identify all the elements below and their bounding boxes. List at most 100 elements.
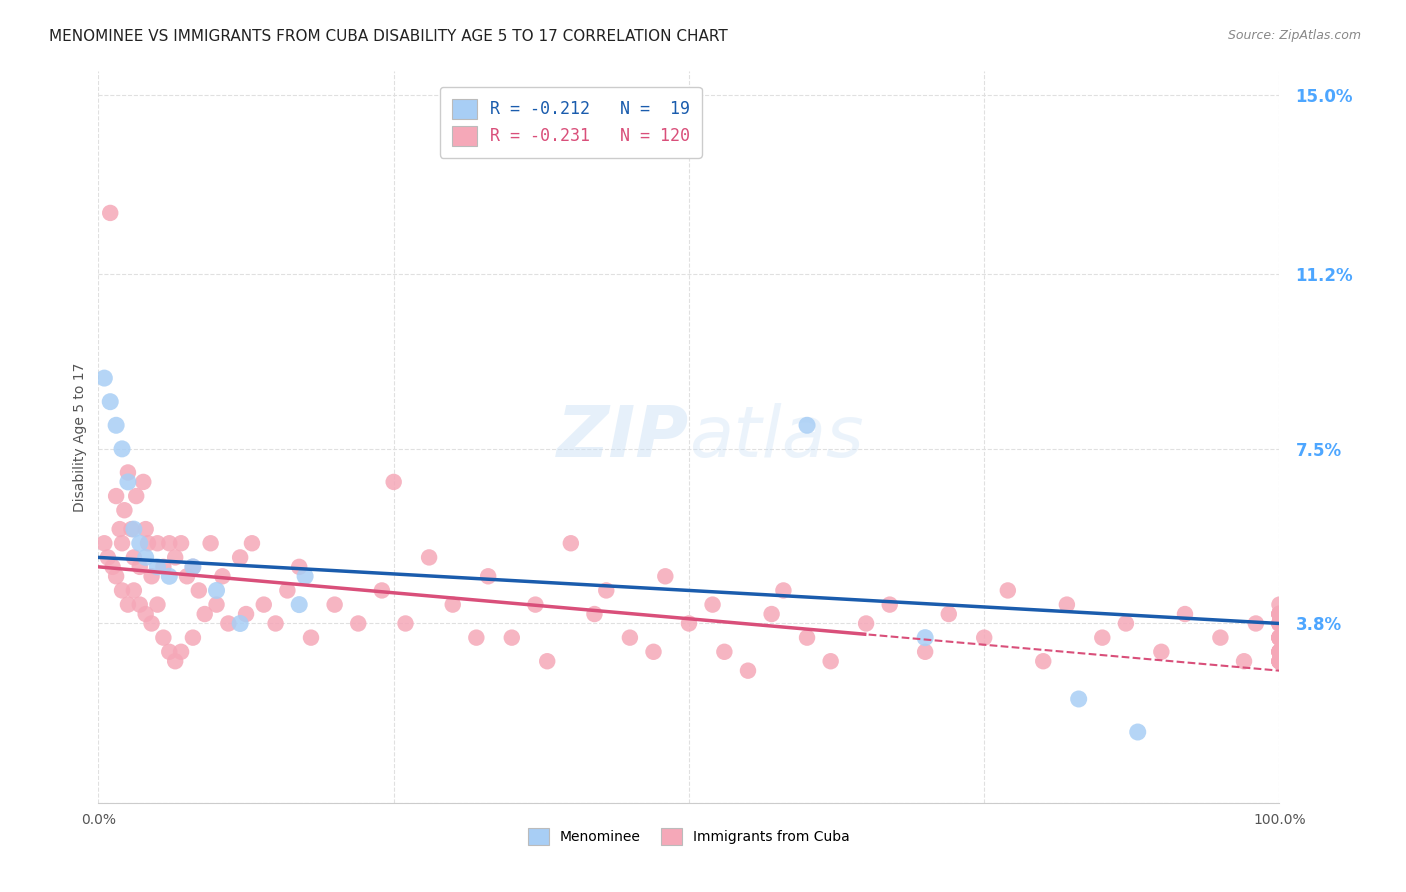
Point — [702, 598, 724, 612]
Point — [128, 559, 150, 574]
Point — [101, 559, 124, 574]
Point — [176, 569, 198, 583]
Point — [418, 550, 440, 565]
Point — [997, 583, 1019, 598]
Point — [93, 371, 115, 385]
Point — [93, 536, 115, 550]
Point — [105, 489, 128, 503]
Point — [654, 569, 676, 583]
Point — [796, 418, 818, 433]
Point — [501, 631, 523, 645]
Legend: Menominee, Immigrants from Cuba: Menominee, Immigrants from Cuba — [522, 822, 856, 851]
Point — [1268, 645, 1291, 659]
Point — [128, 536, 150, 550]
Point — [1268, 607, 1291, 621]
Point — [1056, 598, 1078, 612]
Point — [1268, 654, 1291, 668]
Point — [122, 550, 145, 565]
Point — [264, 616, 287, 631]
Point — [1268, 631, 1291, 645]
Point — [1244, 616, 1267, 631]
Point — [157, 645, 180, 659]
Point — [1268, 616, 1291, 631]
Text: ZIP: ZIP — [557, 402, 689, 472]
Point — [194, 607, 217, 621]
Point — [211, 569, 233, 583]
Point — [678, 616, 700, 631]
Point — [371, 583, 394, 598]
Point — [122, 522, 145, 536]
Point — [1126, 725, 1149, 739]
Point — [146, 598, 169, 612]
Point — [157, 536, 180, 550]
Point — [229, 550, 252, 565]
Point — [117, 466, 139, 480]
Y-axis label: Disability Age 5 to 17: Disability Age 5 to 17 — [73, 362, 87, 512]
Point — [181, 631, 204, 645]
Point — [135, 607, 157, 621]
Point — [595, 583, 617, 598]
Point — [914, 631, 936, 645]
Point — [879, 598, 901, 612]
Text: MENOMINEE VS IMMIGRANTS FROM CUBA DISABILITY AGE 5 TO 17 CORRELATION CHART: MENOMINEE VS IMMIGRANTS FROM CUBA DISABI… — [49, 29, 728, 45]
Point — [253, 598, 276, 612]
Point — [737, 664, 759, 678]
Point — [1268, 616, 1291, 631]
Point — [1268, 607, 1291, 621]
Point — [1268, 616, 1291, 631]
Point — [1268, 654, 1291, 668]
Point — [132, 475, 155, 489]
Point — [796, 631, 818, 645]
Point — [288, 598, 311, 612]
Point — [973, 631, 995, 645]
Point — [112, 503, 135, 517]
Point — [200, 536, 222, 550]
Text: atlas: atlas — [689, 402, 863, 472]
Point — [288, 559, 311, 574]
Point — [141, 616, 163, 631]
Point — [713, 645, 735, 659]
Point — [1032, 654, 1054, 668]
Point — [146, 559, 169, 574]
Point — [170, 645, 193, 659]
Point — [347, 616, 370, 631]
Point — [382, 475, 405, 489]
Point — [394, 616, 416, 631]
Point — [294, 569, 316, 583]
Point — [1268, 631, 1291, 645]
Point — [1091, 631, 1114, 645]
Point — [98, 394, 121, 409]
Point — [97, 550, 120, 565]
Point — [1067, 692, 1090, 706]
Point — [536, 654, 558, 668]
Point — [477, 569, 499, 583]
Point — [111, 536, 134, 550]
Point — [643, 645, 665, 659]
Point — [1268, 616, 1291, 631]
Point — [105, 569, 128, 583]
Point — [117, 475, 139, 489]
Point — [560, 536, 582, 550]
Point — [1268, 607, 1291, 621]
Point — [105, 418, 128, 433]
Point — [583, 607, 606, 621]
Point — [1150, 645, 1173, 659]
Point — [524, 598, 547, 612]
Point — [235, 607, 257, 621]
Point — [914, 645, 936, 659]
Point — [152, 631, 174, 645]
Point — [240, 536, 263, 550]
Point — [1209, 631, 1232, 645]
Text: Source: ZipAtlas.com: Source: ZipAtlas.com — [1227, 29, 1361, 43]
Point — [121, 522, 143, 536]
Point — [187, 583, 209, 598]
Point — [205, 598, 228, 612]
Point — [217, 616, 239, 631]
Point — [465, 631, 488, 645]
Point — [938, 607, 960, 621]
Point — [108, 522, 131, 536]
Point — [1268, 654, 1291, 668]
Point — [117, 598, 139, 612]
Point — [855, 616, 877, 631]
Point — [157, 569, 180, 583]
